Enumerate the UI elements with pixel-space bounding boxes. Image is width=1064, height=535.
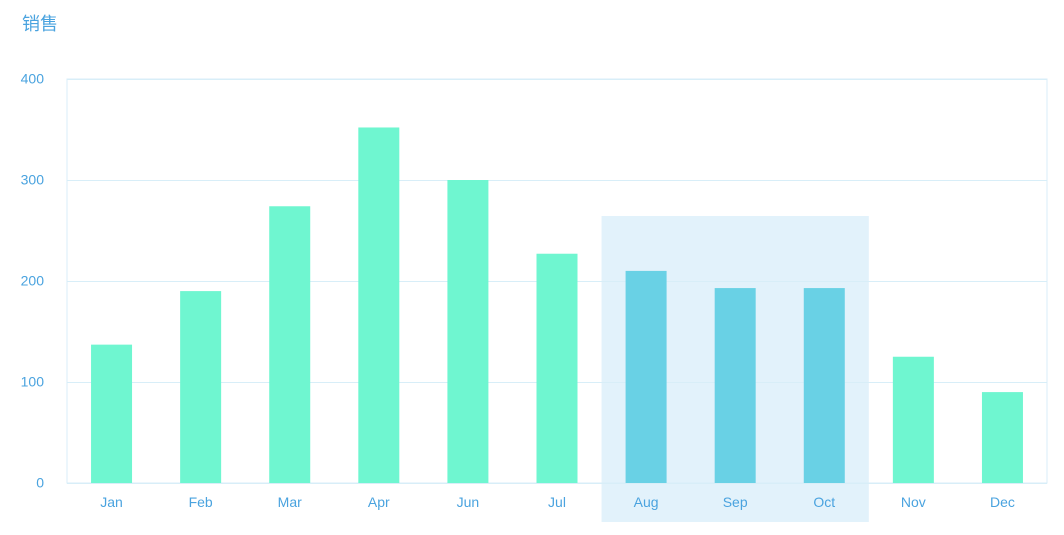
x-tick-label: Nov [901, 494, 926, 510]
bar-dec[interactable] [981, 392, 1023, 483]
y-tick-label: 300 [21, 172, 45, 188]
bar-aug[interactable] [625, 270, 667, 483]
x-tick-label: Jan [100, 494, 123, 510]
y-tick-label: 200 [21, 273, 45, 289]
x-tick-label: Sep [723, 494, 748, 510]
x-tick-label: Jul [548, 494, 566, 510]
bar-oct[interactable] [803, 288, 845, 483]
x-tick-label: Dec [990, 494, 1015, 510]
bar-jan[interactable] [91, 344, 133, 483]
bar-nov[interactable] [892, 356, 934, 483]
bar-apr[interactable] [358, 127, 400, 483]
x-tick-label: Jun [457, 494, 480, 510]
bar-sep[interactable] [714, 288, 756, 483]
x-tick-label: Mar [278, 494, 302, 510]
y-tick-label: 100 [21, 374, 45, 390]
chart-title: 销售 [22, 14, 58, 35]
bar-jul[interactable] [536, 253, 578, 483]
x-tick-label: Apr [368, 494, 390, 510]
y-tick-label: 0 [36, 475, 44, 491]
x-tick-label: Aug [634, 494, 659, 510]
x-tick-label: Oct [813, 494, 835, 510]
y-tick-label: 400 [21, 71, 45, 87]
bar-feb[interactable] [180, 291, 222, 483]
x-tick-label: Feb [189, 494, 213, 510]
bar-jun[interactable] [447, 180, 489, 483]
bar-mar[interactable] [269, 206, 311, 483]
